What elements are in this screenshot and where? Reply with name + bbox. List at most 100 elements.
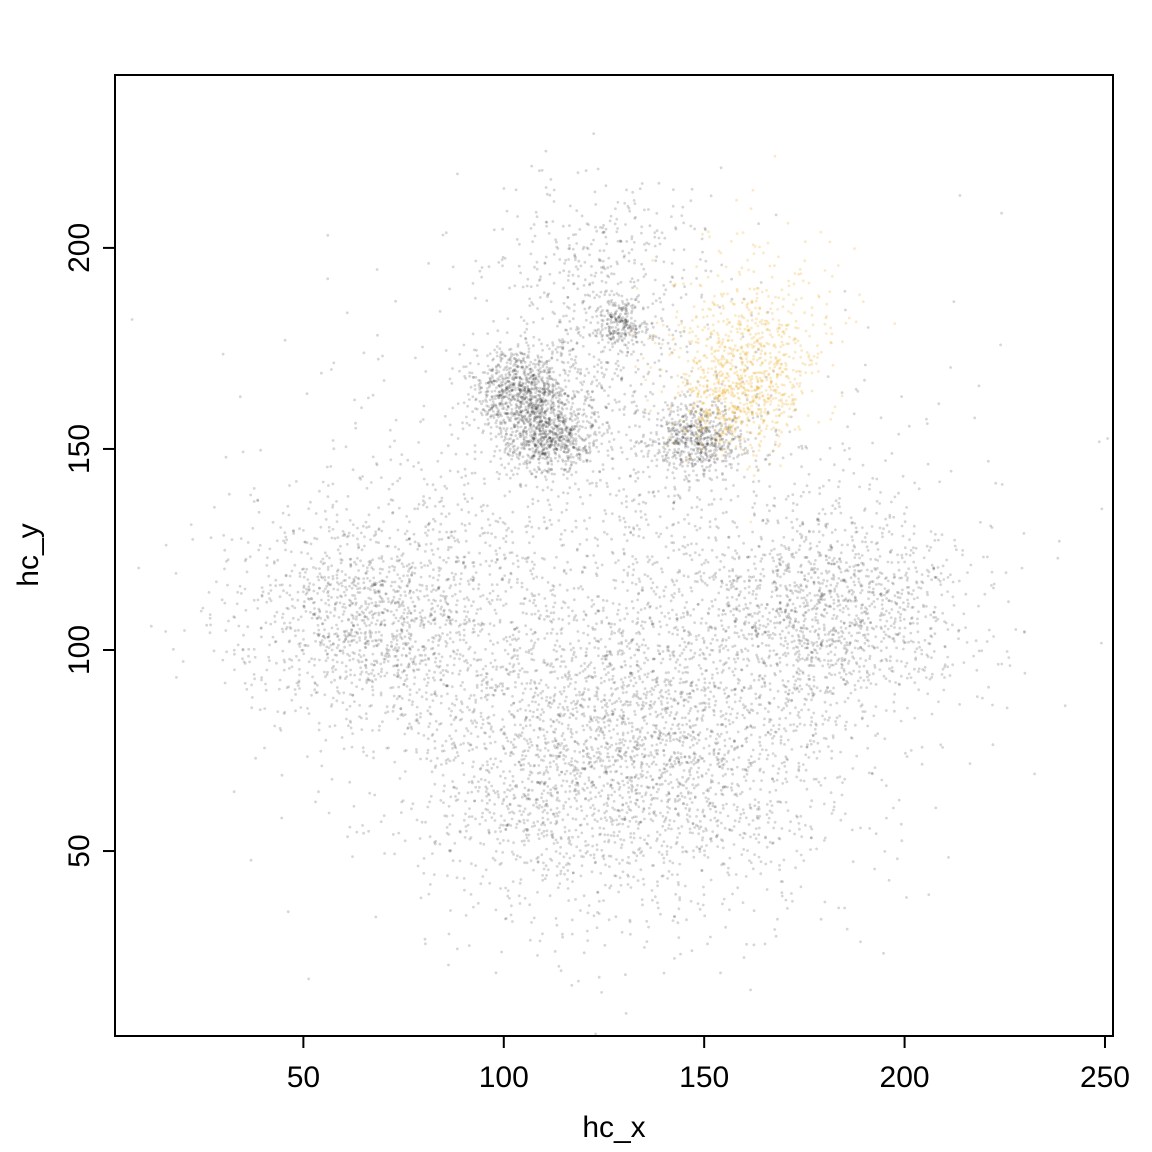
- data-point: [409, 612, 413, 615]
- data-point: [753, 798, 757, 801]
- data-point: [478, 785, 481, 789]
- data-point: [942, 578, 946, 581]
- data-point: [337, 638, 341, 642]
- data-point: [784, 586, 788, 590]
- data-point: [684, 459, 688, 462]
- data-point: [623, 552, 626, 556]
- data-point: [523, 670, 527, 674]
- data-point: [565, 588, 569, 592]
- data-point: [621, 738, 625, 741]
- data-point: [456, 556, 460, 560]
- data-point: [320, 639, 324, 642]
- data-point: [475, 612, 478, 615]
- data-point: [445, 619, 449, 622]
- data-point: [667, 823, 671, 827]
- data-point: [744, 606, 748, 610]
- data-point: [330, 666, 334, 670]
- data-point: [578, 849, 582, 852]
- data-point: [290, 569, 294, 573]
- data-point: [503, 648, 507, 652]
- data-point: [395, 590, 399, 593]
- data-point: [456, 402, 460, 405]
- data-point: [356, 591, 360, 594]
- data-point: [874, 832, 878, 836]
- data-point: [360, 604, 363, 608]
- data-point: [643, 673, 647, 676]
- data-point: [479, 505, 483, 509]
- data-point: [345, 588, 349, 592]
- data-point: [809, 599, 813, 602]
- data-point: [429, 613, 433, 617]
- data-point: [439, 671, 443, 675]
- data-point: [818, 601, 822, 605]
- data-point: [603, 679, 606, 683]
- data-point: [567, 448, 570, 451]
- data-point: [757, 606, 761, 609]
- data-point: [280, 627, 284, 631]
- data-point: [389, 458, 393, 462]
- data-point: [471, 561, 475, 564]
- data-point: [567, 899, 571, 902]
- data-point: [273, 614, 277, 618]
- data-point: [893, 626, 896, 629]
- data-point: [462, 555, 466, 559]
- data-point: [399, 707, 403, 711]
- data-point: [380, 557, 384, 560]
- data-point: [846, 569, 850, 573]
- data-point: [412, 619, 416, 623]
- data-point: [563, 712, 567, 716]
- data-point: [578, 690, 581, 694]
- data-point: [844, 682, 848, 686]
- data-point: [561, 600, 565, 604]
- data-point: [913, 481, 917, 485]
- data-point: [900, 839, 904, 843]
- data-point: [399, 713, 403, 717]
- data-point: [387, 600, 390, 604]
- data-point: [321, 562, 325, 566]
- data-point: [804, 646, 807, 650]
- data-point: [341, 530, 345, 533]
- data-point: [345, 717, 348, 721]
- data-point: [562, 714, 565, 718]
- data-point: [427, 725, 431, 729]
- data-point: [672, 738, 675, 742]
- data-point: [633, 754, 636, 758]
- data-point: [335, 699, 339, 703]
- data-point: [742, 685, 746, 689]
- data-point: [365, 717, 368, 721]
- data-point: [271, 635, 275, 639]
- data-point: [542, 800, 545, 803]
- data-point: [608, 699, 612, 702]
- data-point: [480, 275, 483, 279]
- data-point: [621, 687, 625, 690]
- data-point: [670, 401, 674, 405]
- data-point: [388, 536, 392, 540]
- data-point: [585, 538, 589, 542]
- data-point: [765, 518, 769, 521]
- data-point: [719, 560, 723, 563]
- data-point: [707, 697, 711, 701]
- data-point: [832, 607, 836, 611]
- data-point: [632, 498, 636, 502]
- data-point: [804, 598, 808, 602]
- data-point: [472, 418, 476, 422]
- data-point: [841, 631, 845, 635]
- data-point: [717, 607, 721, 611]
- data-point: [753, 513, 756, 517]
- data-point: [392, 613, 396, 617]
- data-point: [697, 664, 701, 667]
- data-point: [754, 692, 758, 696]
- data-point: [317, 728, 321, 732]
- data-point: [380, 651, 384, 655]
- data-point: [781, 456, 785, 460]
- data-point: [444, 600, 448, 604]
- data-point: [885, 576, 888, 580]
- data-point: [546, 498, 550, 502]
- data-point: [482, 503, 485, 507]
- data-point: [603, 667, 606, 671]
- data-point: [336, 588, 340, 592]
- data-point: [816, 593, 819, 597]
- data-point: [604, 512, 608, 516]
- data-point: [627, 525, 631, 529]
- data-point: [754, 567, 757, 570]
